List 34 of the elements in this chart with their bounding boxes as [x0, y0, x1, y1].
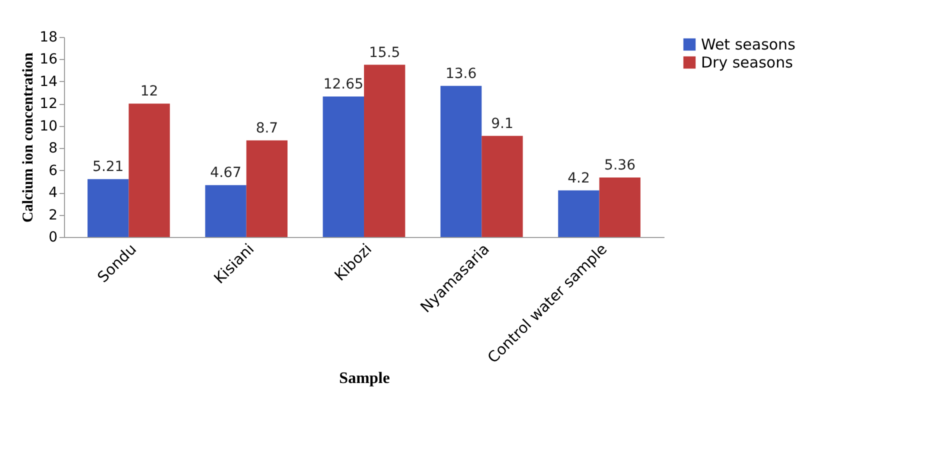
legend-label: Wet seasons	[701, 36, 796, 54]
y-tick-label: 10	[40, 118, 58, 134]
data-label: 9.1	[491, 116, 514, 132]
data-label: 13.6	[445, 66, 477, 82]
bar	[205, 185, 246, 237]
data-label: 5.36	[604, 157, 636, 174]
bar	[88, 179, 129, 237]
data-label: 12	[140, 84, 158, 100]
y-tick-label: 0	[48, 230, 58, 246]
y-tick-label: 8	[48, 140, 58, 157]
y-tick-label: 6	[48, 162, 58, 179]
bar	[128, 104, 170, 237]
x-axis-title: Sample	[339, 370, 390, 387]
data-label: 5.21	[92, 159, 124, 176]
legend-label: Dry seasons	[701, 54, 794, 72]
bar	[322, 96, 364, 237]
data-label: 12.65	[323, 76, 364, 92]
y-tick-label: 4	[48, 185, 58, 202]
bar	[599, 177, 640, 237]
data-label: 15.5	[369, 44, 400, 61]
y-tick-label: 16	[40, 52, 58, 68]
y-tick-label: 2	[48, 207, 58, 224]
y-tick-label: 14	[40, 74, 58, 90]
y-tick-label: 18	[40, 30, 58, 46]
y-tick-label: 12	[40, 96, 58, 112]
bar	[440, 86, 482, 237]
bar	[364, 64, 406, 237]
y-axis-title: Calcium ion concentration	[20, 52, 37, 222]
data-label: 4.2	[568, 170, 590, 186]
data-label: 4.67	[210, 165, 242, 182]
bar	[482, 136, 523, 237]
data-label: 8.7	[256, 120, 278, 136]
bar	[558, 190, 600, 237]
bar	[246, 140, 288, 237]
